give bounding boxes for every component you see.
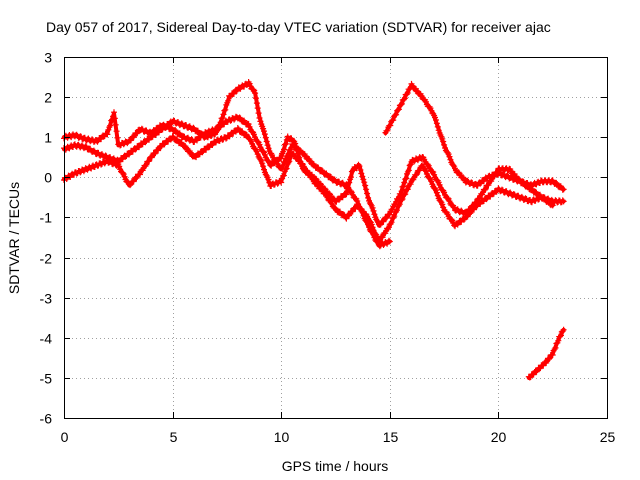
y-tick-label: 1 xyxy=(44,130,52,146)
y-tick-label: -6 xyxy=(40,411,53,427)
series-track-d xyxy=(382,80,556,209)
grid-layer xyxy=(64,57,608,419)
chart-title: Day 057 of 2017, Sidereal Day-to-day VTE… xyxy=(46,19,551,35)
y-tick-label: -4 xyxy=(40,331,53,347)
series-markers xyxy=(382,80,556,209)
y-tick-label: -3 xyxy=(40,291,53,307)
y-tick-label: -1 xyxy=(40,210,53,226)
x-tick-label: 25 xyxy=(600,429,616,445)
series-layer xyxy=(61,79,567,381)
x-tick-label: 20 xyxy=(491,429,507,445)
x-axis-label: GPS time / hours xyxy=(282,458,389,474)
x-tick-label: 5 xyxy=(170,429,178,445)
y-tick-label: 2 xyxy=(44,90,52,106)
series-markers xyxy=(525,326,567,381)
plot-frame xyxy=(64,57,608,419)
y-tick-label: -5 xyxy=(40,371,53,387)
tick-layer xyxy=(64,57,608,419)
x-tick-label: 15 xyxy=(383,429,399,445)
y-tick-label: 3 xyxy=(44,50,52,66)
tick-label-layer: 0 5 10 15 20 25 -6 -5 -4 -3 -2 -1 0 1 2 3 xyxy=(40,50,616,446)
x-tick-label: 0 xyxy=(61,429,69,445)
x-tick-label: 10 xyxy=(274,429,290,445)
series-track-e xyxy=(525,326,567,381)
series-track-c xyxy=(61,125,567,246)
y-axis-label: SDTVAR / TECUs xyxy=(6,182,22,294)
y-tick-label: -2 xyxy=(40,251,53,267)
y-tick-label: 0 xyxy=(44,170,52,186)
